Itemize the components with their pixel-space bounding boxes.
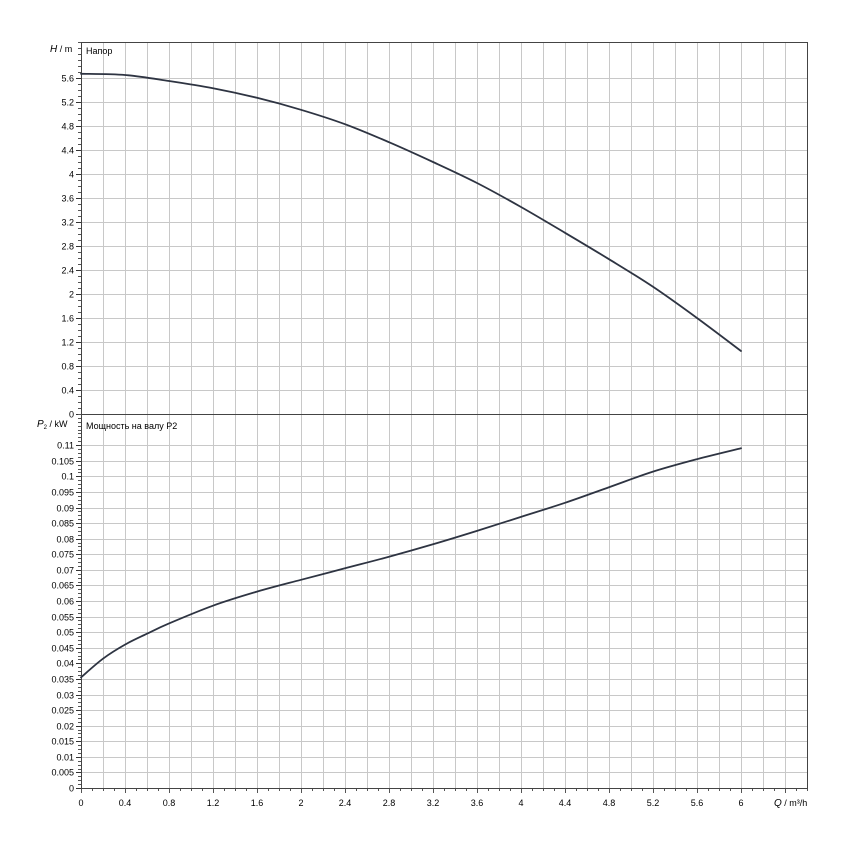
x-axis-symbol: Q [774,798,782,809]
power-y-tick-label: 0.025 [51,706,74,716]
power-y-axis-unit: / kW [47,419,68,429]
power-y-tick-label: 0.06 [56,597,74,607]
power-y-tick-label: 0.07 [56,566,74,576]
x-tick-label: 4.8 [603,798,616,808]
x-tick-label: 1.2 [207,798,220,808]
power-y-tick-label: 0.105 [51,457,74,467]
x-tick-label: 1.6 [251,798,264,808]
head-y-axis-unit: / m [57,44,72,54]
head-y-tick-label: 2.8 [61,242,74,252]
x-tick-label: 3.6 [471,798,484,808]
head-curve [80,72,742,352]
power-y-tick-label: 0.075 [51,550,74,560]
head-y-axis-label: H / m [50,44,72,55]
power-y-tick-label: 0.015 [51,737,74,747]
x-tick-label: 6 [738,798,743,808]
x-tick-label: 0.8 [163,798,176,808]
head-y-tick-label: 5.6 [61,74,74,84]
head-panel-title: Напор [86,46,112,56]
head-y-tick-label: 2 [69,290,74,300]
curve-layer [80,72,742,679]
power-y-axis-symbol: P [37,419,44,430]
x-tick-label: 2.8 [383,798,396,808]
power-y-axis-label: P2 / kW [37,419,68,431]
head-y-tick-label: 5.2 [61,98,74,108]
x-axis-label: Q / m³/h [774,798,807,809]
head-y-tick-label: 2.4 [61,266,74,276]
head-y-axis-symbol: H [50,44,58,55]
frame-layer [81,42,808,789]
head-y-tick-label: 0.4 [61,386,74,396]
head-panel-frame [81,42,808,415]
power-y-tick-label: 0.09 [56,504,74,514]
power-curve [80,447,742,679]
power-panel-title: Мощность на валу P2 [86,421,177,431]
power-y-tick-label: 0.11 [57,441,74,451]
power-y-tick-label: 0 [69,784,74,794]
power-y-tick-label: 0.095 [51,488,74,498]
power-y-tick-label: 0.1 [61,472,74,482]
x-tick-label: 5.6 [691,798,704,808]
power-y-tick-label: 0.08 [56,535,74,545]
head-y-tick-label: 3.6 [61,194,74,204]
x-tick-label: 2.4 [339,798,352,808]
x-tick-label: 2 [298,798,303,808]
power-y-tick-label: 0.03 [56,691,74,701]
head-y-tick-label: 0 [69,410,74,420]
power-y-tick-label: 0.055 [51,613,74,623]
power-y-tick-label: 0.005 [51,768,74,778]
power-y-tick-label: 0.04 [56,659,74,669]
head-y-tick-label: 4.4 [61,146,74,156]
power-y-tick-label: 0.085 [51,519,74,529]
head-y-tick-label: 3.2 [61,218,74,228]
head-y-tick-label: 1.6 [61,314,74,324]
power-y-tick-label: 0.065 [51,581,74,591]
head-y-tick-label: 4 [69,170,74,180]
x-tick-label: 5.2 [647,798,660,808]
power-y-tick-label: 0.045 [51,644,74,654]
x-tick-label: 4.4 [559,798,572,808]
x-tick-label: 3.2 [427,798,440,808]
power-y-tick-label: 0.01 [56,753,74,763]
x-axis-unit: / m³/h [782,798,808,808]
power-y-tick-label: 0.035 [51,675,74,685]
x-tick-label: 4 [518,798,523,808]
x-tick-label: 0.4 [119,798,132,808]
head-y-tick-label: 4.8 [61,122,74,132]
power-y-tick-label: 0.02 [56,722,74,732]
power-y-tick-label: 0.05 [56,628,74,638]
x-tick-label: 0 [78,798,83,808]
head-y-tick-label: 0.8 [61,362,74,372]
label-layer: 0 0.4 0.8 1.2 1.6 2 2.4 2.8 3.2 3.6 4 4.4 4.8 5.2 5.6 0… [51,74,743,809]
power-panel-frame [81,414,808,789]
power-y-axis-subscript: 2 [44,425,48,431]
head-y-tick-label: 1.2 [61,338,74,348]
